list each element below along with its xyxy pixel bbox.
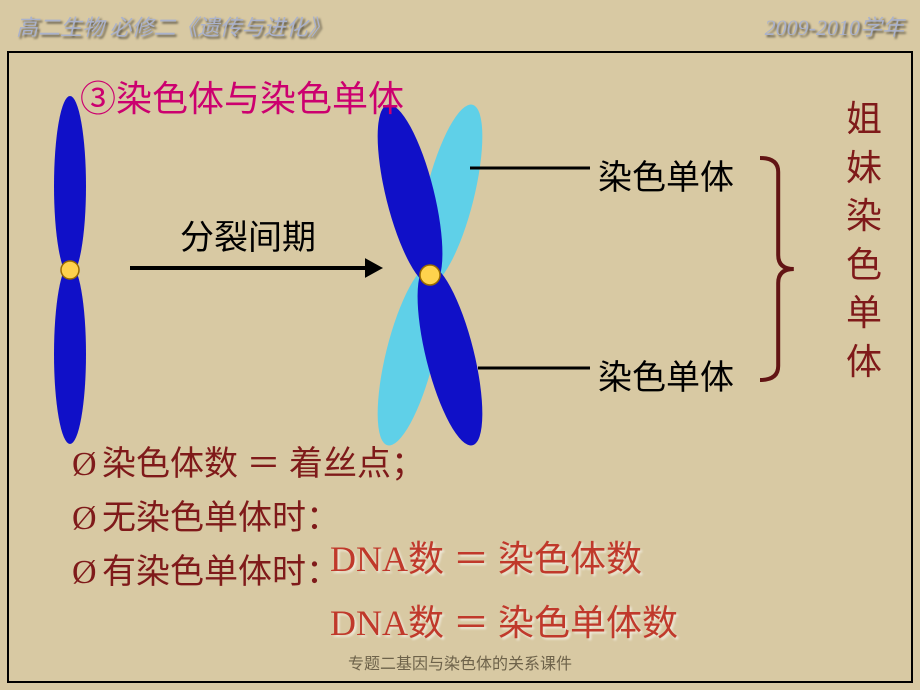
- bullet-text-3: 有染色单体时：: [102, 554, 340, 591]
- header-left: 高二生物 必修二《遗传与进化》: [16, 10, 330, 42]
- dna-equation-1: DNA数 ＝ 染色体数: [330, 530, 642, 582]
- sister-chromatid-vertical-label: 姐妹染色单体: [846, 95, 886, 387]
- bullet-text-1: 染色体数 ＝ 着丝点；: [102, 446, 425, 483]
- chromatid-label-bottom: 染色单体: [598, 350, 734, 399]
- bullet-line-3: Ø有染色单体时：: [72, 544, 340, 593]
- chromatid-label-top: 染色单体: [598, 150, 734, 199]
- bullet-line-1: Ø染色体数 ＝ 着丝点；: [72, 436, 425, 485]
- dna-equation-2: DNA数 ＝ 染色单体数: [330, 594, 678, 646]
- arrow-label: 分裂间期: [180, 210, 316, 259]
- slide-title: ③染色体与染色单体: [80, 70, 404, 122]
- header-right: 2009-2010学年: [765, 10, 904, 42]
- footer-text: 专题二基因与染色体的关系课件: [0, 650, 920, 674]
- bullet-text-2: 无染色单体时：: [102, 500, 340, 537]
- slide: 高二生物 必修二《遗传与进化》 2009-2010学年 ③染色体与染色单体 分裂…: [0, 0, 920, 690]
- bullet-icon: Ø: [72, 446, 102, 484]
- bullet-line-2: Ø无染色单体时：: [72, 490, 340, 539]
- bullet-icon: Ø: [72, 554, 102, 592]
- bullet-icon: Ø: [72, 500, 102, 538]
